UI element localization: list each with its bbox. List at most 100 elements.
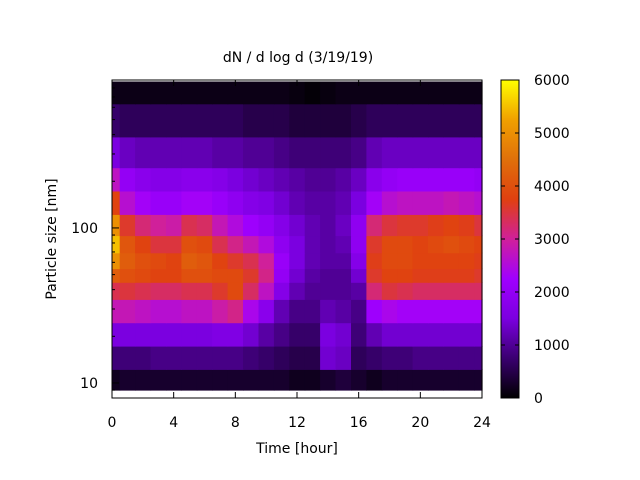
- heatmap-cell: [320, 214, 337, 237]
- heatmap-cell: [112, 322, 121, 347]
- heatmap-cell: [273, 235, 290, 254]
- heatmap-cell: [227, 252, 244, 270]
- x-axis: 0 4 8 12 16 20 24: [108, 80, 491, 431]
- heatmap-cell: [181, 103, 198, 138]
- heatmap-cell: [181, 235, 198, 254]
- heatmap-cell: [397, 268, 414, 283]
- heatmap-cell: [273, 191, 290, 215]
- heatmap-cell: [304, 268, 321, 283]
- heatmap-cell: [196, 252, 213, 270]
- heatmap-cell: [273, 81, 290, 105]
- heatmap-cell: [166, 214, 182, 237]
- heatmap-cell: [458, 322, 475, 347]
- heatmap-cell: [150, 322, 167, 347]
- heatmap-cell: [166, 235, 182, 254]
- heatmap-cell: [243, 268, 259, 283]
- heatmap-cell: [227, 81, 244, 105]
- heatmap-cell: [443, 369, 460, 391]
- heatmap-cell: [458, 268, 475, 283]
- colorbar-tick-label: 4000: [534, 179, 570, 195]
- heatmap-cell: [289, 235, 306, 254]
- heatmap-cell: [243, 191, 259, 215]
- heatmap-cell: [412, 103, 429, 138]
- heatmap-cell: [428, 235, 444, 254]
- heatmap-cell: [273, 136, 290, 169]
- heatmap-cell: [351, 191, 367, 215]
- x-tick-label: 16: [350, 415, 368, 431]
- heatmap-cell: [243, 81, 259, 105]
- heatmap-cell: [428, 299, 444, 324]
- heatmap-cell: [428, 252, 444, 270]
- heatmap-cell: [412, 346, 429, 370]
- heatmap-cell: [381, 167, 398, 192]
- y-tick-label: 10: [80, 376, 98, 392]
- heatmap-cell: [443, 346, 460, 370]
- heatmap-cell: [443, 136, 460, 169]
- heatmap-cell: [304, 214, 321, 237]
- heatmap-cell: [335, 235, 352, 254]
- heatmap-cell: [366, 282, 383, 300]
- heatmap-cell: [397, 299, 414, 324]
- heatmap-cell: [304, 103, 321, 138]
- heatmap-cell: [258, 235, 275, 254]
- heatmap-cell: [212, 369, 229, 391]
- heatmap-cell: [351, 322, 367, 347]
- heatmap-cell: [227, 167, 244, 192]
- heatmap-cell: [135, 322, 152, 347]
- heatmap-cell: [166, 136, 182, 169]
- heatmap-cell: [381, 299, 398, 324]
- heatmap-cell: [351, 235, 367, 254]
- heatmap-cell: [335, 167, 352, 192]
- heatmap-cell: [443, 252, 460, 270]
- heatmap-cell: [381, 191, 398, 215]
- heatmap-cell: [412, 167, 429, 192]
- heatmap-cell: [474, 346, 483, 370]
- heatmap-cell: [243, 299, 259, 324]
- y-axis-label: Particle size [nm]: [44, 178, 60, 299]
- heatmap-cell: [428, 369, 444, 391]
- heatmap-cell: [212, 214, 229, 237]
- heatmap-cell: [428, 282, 444, 300]
- heatmap-cell: [428, 214, 444, 237]
- heatmap-cell: [351, 103, 367, 138]
- heatmap-cell: [181, 268, 198, 283]
- heatmap-cell: [474, 136, 483, 169]
- heatmap-cell: [428, 191, 444, 215]
- heatmap-cell: [150, 167, 167, 192]
- heatmap-cell: [381, 252, 398, 270]
- heatmap-cell: [289, 252, 306, 270]
- heatmap-cell: [243, 252, 259, 270]
- heatmap-cell: [304, 282, 321, 300]
- heatmap-cell: [458, 346, 475, 370]
- heatmap-cell: [320, 191, 337, 215]
- heatmap-cell: [474, 214, 483, 237]
- heatmap-cell: [150, 299, 167, 324]
- heatmap-cell: [474, 81, 483, 105]
- heatmap-cell: [443, 268, 460, 283]
- heatmap-cell: [351, 369, 367, 391]
- heatmap-cell: [166, 346, 182, 370]
- heatmap-cell: [135, 81, 152, 105]
- heatmap-cell: [135, 167, 152, 192]
- colorbar-tick-label: 2000: [534, 285, 570, 301]
- heatmap-cell: [289, 282, 306, 300]
- heatmap-cell: [443, 81, 460, 105]
- heatmap-cell: [366, 252, 383, 270]
- heatmap-cell: [351, 346, 367, 370]
- heatmap-cell: [166, 299, 182, 324]
- heatmap-cell: [181, 191, 198, 215]
- heatmap-cell: [289, 299, 306, 324]
- heatmap-cell: [412, 191, 429, 215]
- heatmap-cell: [273, 103, 290, 138]
- heatmap-cell: [166, 282, 182, 300]
- heatmap-cell: [397, 214, 414, 237]
- heatmap-cell: [320, 322, 337, 347]
- heatmap-cell: [304, 299, 321, 324]
- heatmap-cell: [119, 136, 136, 169]
- heatmap-cell: [320, 252, 337, 270]
- heatmap-cell: [412, 252, 429, 270]
- heatmap-cell: [443, 299, 460, 324]
- heatmap-cell: [412, 299, 429, 324]
- heatmap-cell: [150, 369, 167, 391]
- heatmap-cell: [351, 282, 367, 300]
